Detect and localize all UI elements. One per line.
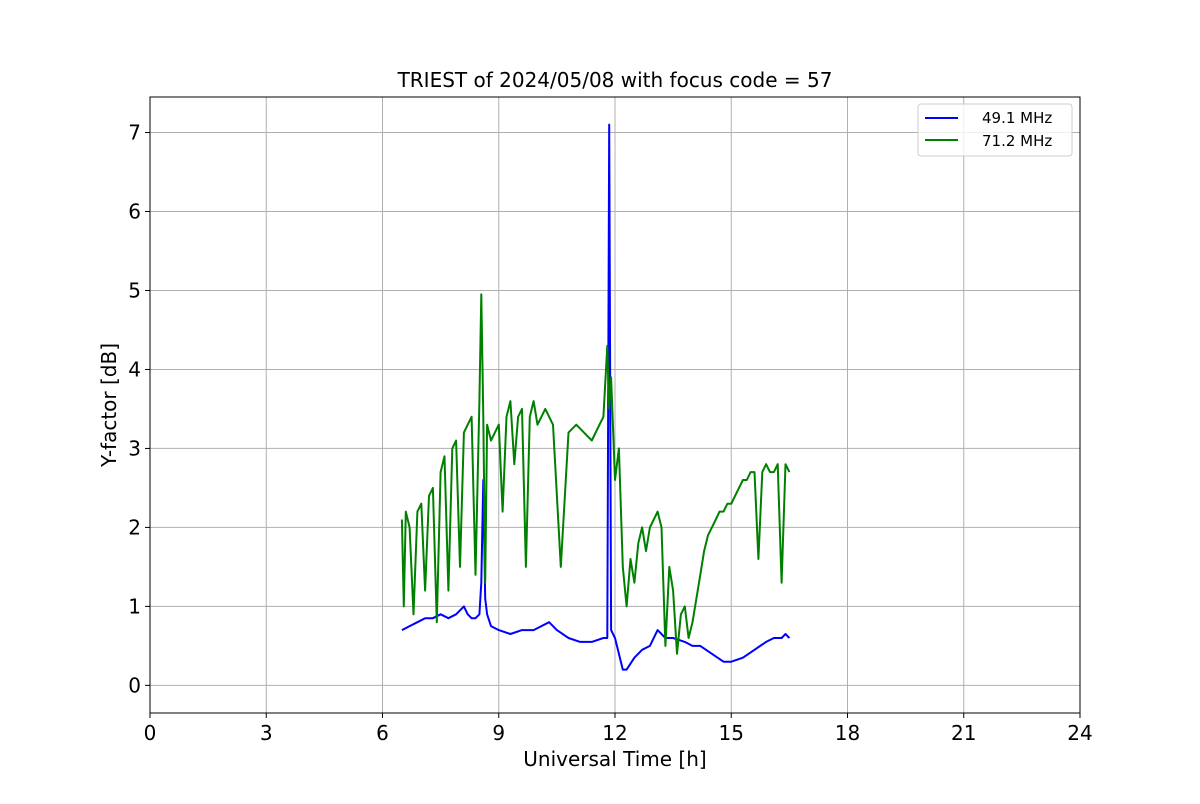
y-tick-label: 4 bbox=[128, 357, 141, 381]
y-tick-label: 2 bbox=[128, 515, 141, 539]
x-axis-ticks: 0 3 6 9 12 15 18 21 24 bbox=[144, 713, 1093, 745]
legend-label-49-1-mhz: 49.1 MHz bbox=[982, 109, 1052, 127]
x-tick-label: 0 bbox=[144, 721, 157, 745]
x-tick-label: 21 bbox=[951, 721, 976, 745]
x-axis-label: Universal Time [h] bbox=[523, 747, 706, 771]
legend: 49.1 MHz 71.2 MHz bbox=[917, 103, 1073, 157]
series-line-71-2-mhz bbox=[400, 293, 791, 655]
x-tick-label: 12 bbox=[602, 721, 627, 745]
y-tick-label: 5 bbox=[128, 278, 141, 302]
x-tick-label: 18 bbox=[835, 721, 860, 745]
legend-label-71-2-mhz: 71.2 MHz bbox=[982, 132, 1052, 150]
x-tick-label: 9 bbox=[492, 721, 505, 745]
y-tick-label: 1 bbox=[128, 594, 141, 618]
y-tick-label: 6 bbox=[128, 200, 141, 224]
y-tick-label: 0 bbox=[128, 673, 141, 697]
series-line-49-1-mhz bbox=[401, 123, 791, 671]
y-tick-label: 7 bbox=[128, 121, 141, 145]
y-axis-ticks: 0 1 2 3 4 5 6 7 bbox=[128, 121, 150, 697]
y-tick-label: 3 bbox=[128, 436, 141, 460]
x-tick-label: 24 bbox=[1067, 721, 1092, 745]
chart-title: TRIEST of 2024/05/08 with focus code = 5… bbox=[397, 68, 833, 92]
y-axis-label: Y-factor [dB] bbox=[97, 343, 121, 468]
x-tick-label: 3 bbox=[260, 721, 273, 745]
series-lines bbox=[400, 123, 791, 671]
x-tick-label: 15 bbox=[719, 721, 744, 745]
x-tick-label: 6 bbox=[376, 721, 389, 745]
